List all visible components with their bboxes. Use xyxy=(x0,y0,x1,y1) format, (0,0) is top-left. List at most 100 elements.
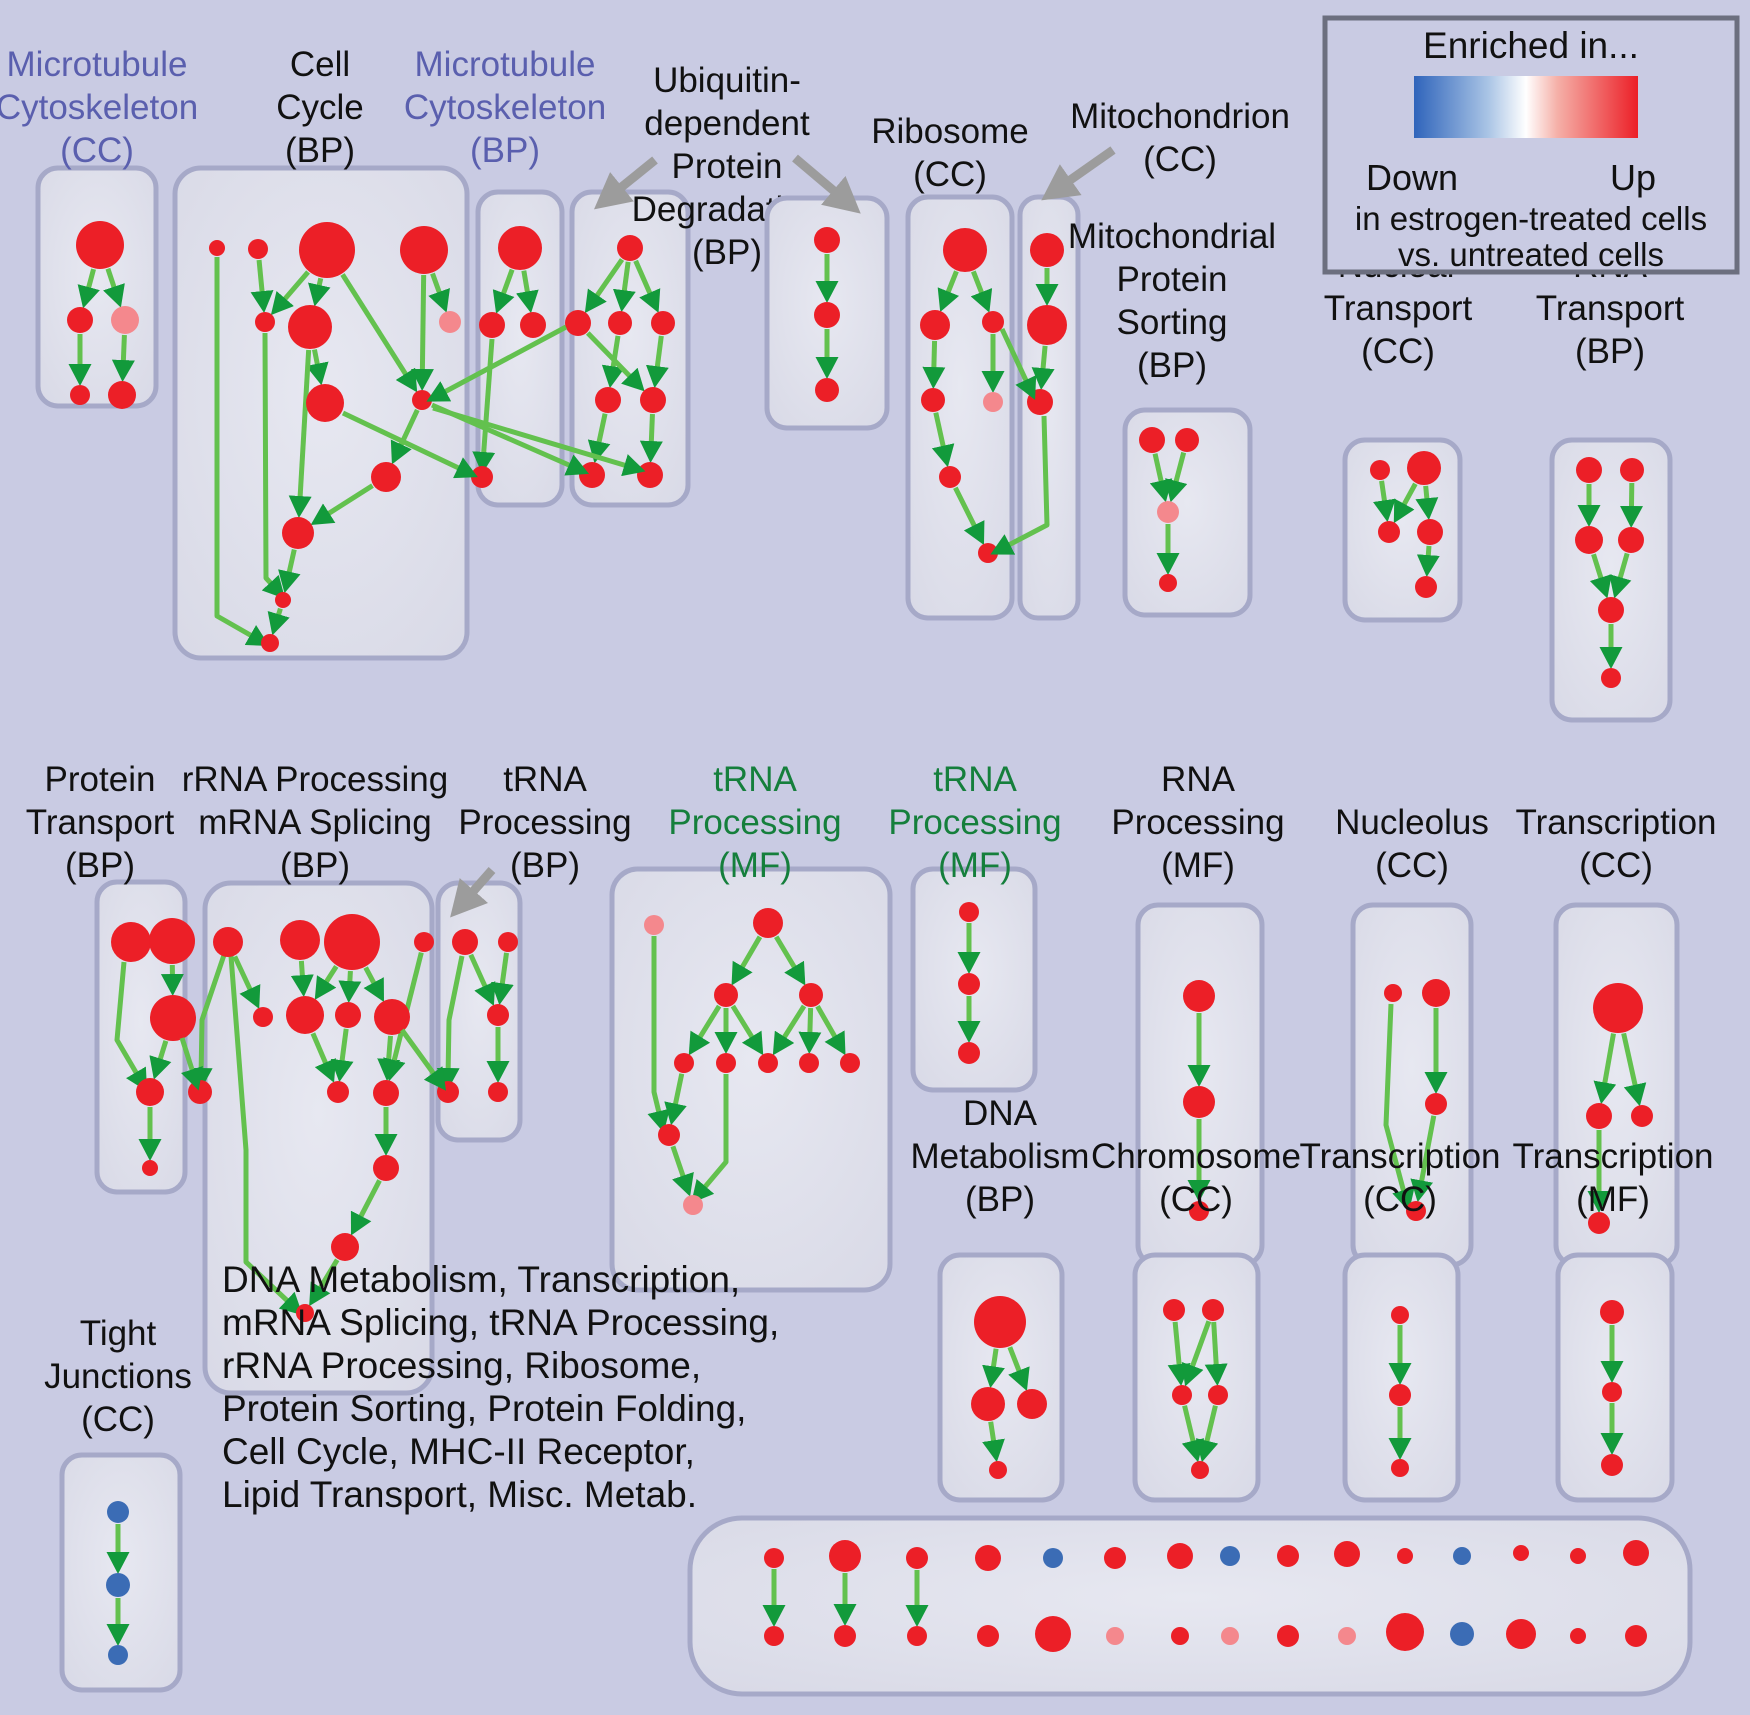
go-term-node xyxy=(76,221,124,269)
go-term-node xyxy=(658,1124,680,1146)
go-term-node xyxy=(939,466,961,488)
go-term-node xyxy=(479,312,505,338)
go-term-node xyxy=(437,1081,459,1103)
edge-arrow xyxy=(1393,482,1418,524)
cluster-label: Microtubule xyxy=(415,45,596,84)
go-term-node xyxy=(1625,1625,1647,1647)
cluster-label: (BP) xyxy=(510,846,580,885)
go-term-node xyxy=(286,996,324,1034)
go-term-node xyxy=(108,381,136,409)
go-term-node xyxy=(520,312,546,338)
edge-arrow xyxy=(990,415,1050,555)
edge-arrow xyxy=(341,410,478,479)
edge-arrow xyxy=(1621,1032,1647,1107)
go-term-node xyxy=(327,1081,349,1103)
cluster-label: Cycle xyxy=(276,88,364,127)
edge-arrow xyxy=(428,272,450,313)
legend-box xyxy=(1322,15,1740,275)
go-term-node xyxy=(971,1387,1005,1421)
go-term-node xyxy=(1035,1616,1071,1652)
edge-arrow xyxy=(330,1028,354,1083)
cluster-cell-cycle-bp: Cell Cycle (BP) xyxy=(172,45,470,661)
go-term-node xyxy=(1384,984,1402,1002)
edge-arrow xyxy=(350,1179,382,1236)
edge-arrow xyxy=(982,1421,1005,1463)
edge-arrow xyxy=(426,324,568,402)
go-term-node xyxy=(67,307,93,333)
edge-arrow xyxy=(179,1037,203,1091)
cluster-label: Ribosome xyxy=(871,112,1029,151)
edge-arrow xyxy=(970,270,993,313)
cluster-transcription-mf: Transcription (MF) xyxy=(1513,1137,1714,1503)
edge-arrow xyxy=(390,408,420,465)
go-term-node xyxy=(1425,1093,1447,1115)
misc-text-line: Lipid Transport, Misc. Metab. xyxy=(222,1474,697,1515)
cluster-label: (CC) xyxy=(1375,846,1449,885)
go-term-node xyxy=(714,983,738,1007)
go-term-node xyxy=(288,305,332,349)
go-term-node xyxy=(70,385,90,405)
cluster-label: Transcription xyxy=(1516,803,1717,842)
go-term-node xyxy=(1334,1541,1360,1567)
misc-text-line: rRNA Processing, Ribosome, xyxy=(222,1345,701,1386)
go-term-node xyxy=(815,378,839,402)
cluster-transcription-cc-row2: Transcription (CC) xyxy=(1516,803,1717,1268)
go-term-node xyxy=(306,384,344,422)
go-term-node xyxy=(1017,1389,1047,1419)
go-term-node xyxy=(209,240,225,256)
misc-text-line: Cell Cycle, MHC-II Receptor, xyxy=(222,1431,695,1472)
go-term-node xyxy=(829,1540,861,1572)
go-term-node xyxy=(1417,519,1443,545)
edge-arrow xyxy=(731,935,763,986)
legend-title: Enriched in... xyxy=(1423,25,1639,66)
go-term-node xyxy=(1277,1625,1299,1647)
edge-arrow xyxy=(639,413,663,464)
edge-arrow xyxy=(490,952,514,1006)
go-term-node xyxy=(1586,1103,1612,1129)
cluster-microtubule-cytoskeleton-cc: Microtubule Cytoskeleton (CC) xyxy=(0,45,198,409)
go-term-node xyxy=(1277,1545,1299,1567)
go-term-node xyxy=(716,1053,736,1073)
go-term-node xyxy=(1370,460,1390,480)
go-term-node xyxy=(255,312,275,332)
edge-arrow xyxy=(1181,1405,1205,1463)
go-term-node xyxy=(978,543,998,563)
go-term-node xyxy=(1106,1627,1124,1645)
go-term-node xyxy=(136,1078,164,1106)
go-term-node xyxy=(1157,501,1179,523)
go-term-node xyxy=(1139,427,1165,453)
cluster-label: Cell xyxy=(290,45,350,84)
legend-down-label: Down xyxy=(1366,157,1458,198)
go-term-node xyxy=(977,1625,999,1647)
go-term-node xyxy=(280,920,320,960)
go-term-node xyxy=(1601,1454,1623,1476)
go-term-node xyxy=(1450,1622,1474,1646)
go-term-node xyxy=(674,1053,694,1073)
go-term-node xyxy=(1406,1201,1426,1221)
go-term-node xyxy=(1598,597,1624,623)
cluster-label: RNA xyxy=(1161,760,1236,799)
go-term-node xyxy=(974,1296,1026,1348)
go-term-node xyxy=(150,995,196,1041)
go-term-node xyxy=(1338,1627,1356,1645)
edge-arrow xyxy=(310,1032,336,1083)
go-term-node xyxy=(253,1007,273,1027)
go-term-node xyxy=(834,1625,856,1647)
edge-arrow xyxy=(516,270,539,314)
cluster-label: (BP) xyxy=(965,1180,1035,1219)
go-term-node xyxy=(111,306,139,334)
go-term-node xyxy=(1171,1627,1189,1645)
go-term-node xyxy=(1163,1299,1185,1321)
cluster-label: (MF) xyxy=(1576,1180,1650,1219)
edge-arrow xyxy=(288,349,312,519)
cluster-nucleolus-cc: Nucleolus (CC) xyxy=(1335,803,1489,1268)
go-term-node xyxy=(1191,1461,1209,1479)
cluster-label: (BP) xyxy=(470,131,540,170)
cluster-ribosome-cc: Ribosome (CC) xyxy=(871,112,1029,621)
go-term-node xyxy=(579,462,605,488)
cluster-dna-metabolism-bp: DNA Metabolism (BP) xyxy=(911,1094,1089,1503)
cluster-label: DNA xyxy=(963,1094,1038,1133)
edge-arrow xyxy=(377,1035,401,1082)
edge-arrow xyxy=(1204,1321,1228,1387)
cluster-label: Mitochondrial xyxy=(1068,217,1276,256)
